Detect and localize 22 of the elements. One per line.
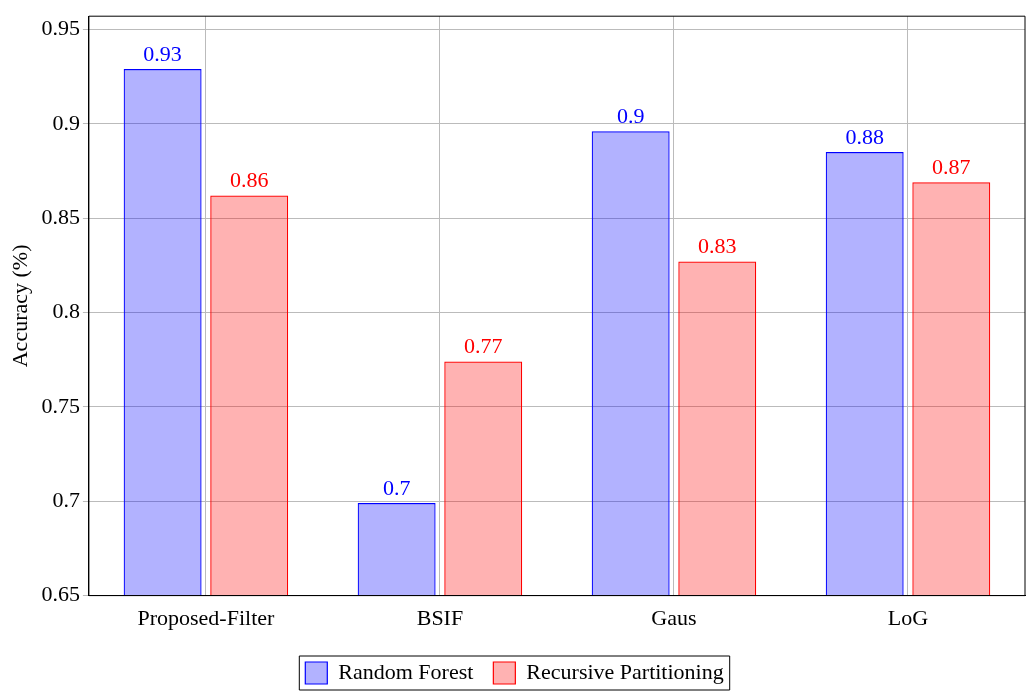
data-label: 0.7 bbox=[382, 474, 411, 500]
y-tick-label: 0.7 bbox=[52, 487, 80, 513]
x-tick-label: BSIF bbox=[416, 604, 464, 630]
data-label: 0.77 bbox=[463, 333, 503, 359]
y-tick-label: 0.8 bbox=[52, 298, 80, 324]
y-tick-label: 0.65 bbox=[41, 581, 80, 607]
legend-label: Random Forest bbox=[338, 658, 474, 684]
y-tick-label: 0.9 bbox=[52, 109, 80, 135]
data-label: 0.93 bbox=[143, 40, 182, 66]
y-tick-label: 0.75 bbox=[41, 392, 80, 418]
y-tick-label: 0.85 bbox=[41, 203, 80, 229]
legend-label: Recursive Partitioning bbox=[526, 658, 724, 684]
x-tick-label: LoG bbox=[887, 604, 929, 630]
data-label: 0.88 bbox=[845, 123, 884, 149]
x-tick-label: Gaus bbox=[651, 604, 697, 630]
data-label: 0.83 bbox=[698, 233, 737, 259]
data-label: 0.87 bbox=[932, 154, 971, 180]
y-axis-title: Accuracy (%) bbox=[6, 244, 32, 368]
y-tick-label: 0.95 bbox=[41, 15, 80, 41]
data-label: 0.86 bbox=[229, 167, 269, 193]
x-tick-label: Proposed-Filter bbox=[137, 604, 276, 630]
data-label: 0.9 bbox=[616, 103, 645, 129]
